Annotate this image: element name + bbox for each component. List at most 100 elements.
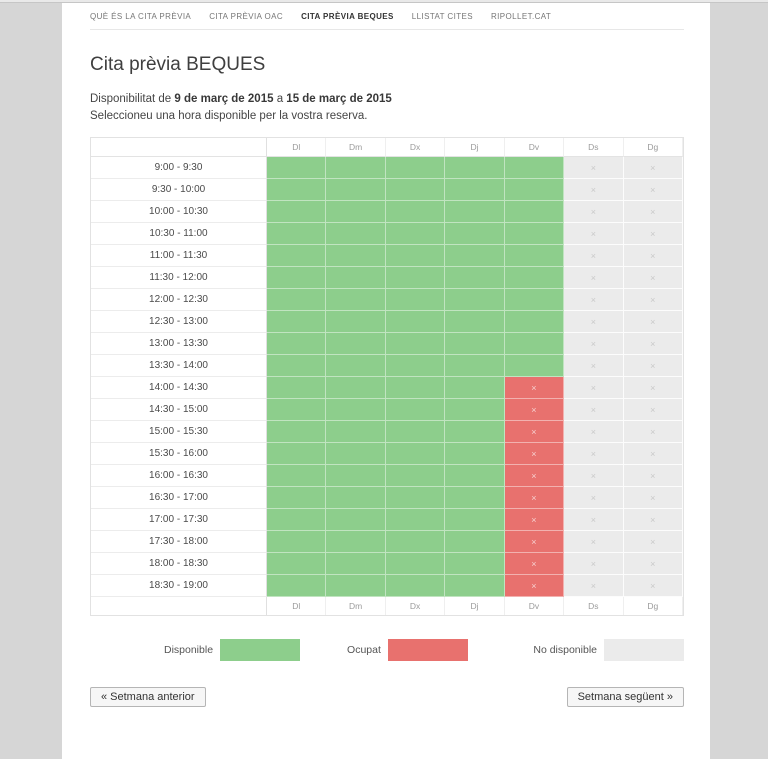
slot-cell-available[interactable] [326, 245, 386, 267]
slot-cell-available[interactable] [385, 179, 446, 201]
slot-cell-available[interactable] [326, 421, 386, 443]
slot-cell-available[interactable] [326, 377, 386, 399]
slot-cell-available[interactable] [385, 377, 446, 399]
slot-cell-available[interactable] [504, 157, 565, 179]
slot-cell-available[interactable] [445, 443, 505, 465]
slot-cell-available[interactable] [385, 575, 446, 597]
slot-cell-available[interactable] [267, 223, 327, 245]
slot-cell-available[interactable] [445, 421, 505, 443]
slot-cell-available[interactable] [504, 245, 565, 267]
slot-cell-available[interactable] [267, 355, 327, 377]
slot-cell-available[interactable] [385, 487, 446, 509]
slot-cell-available[interactable] [445, 333, 505, 355]
slot-cell-available[interactable] [385, 465, 446, 487]
slot-cell-available[interactable] [385, 333, 446, 355]
slot-cell-available[interactable] [445, 245, 505, 267]
slot-cell-available[interactable] [326, 311, 386, 333]
slot-cell-available[interactable] [267, 289, 327, 311]
previous-week-button[interactable]: « Setmana anterior [90, 687, 206, 707]
slot-cell-available[interactable] [326, 443, 386, 465]
slot-cell-available[interactable] [385, 443, 446, 465]
slot-cell-available[interactable] [445, 311, 505, 333]
slot-cell-available[interactable] [504, 267, 565, 289]
slot-cell-available[interactable] [326, 223, 386, 245]
slot-cell-available[interactable] [504, 201, 565, 223]
slot-cell-unavailable: × [623, 575, 683, 597]
slot-cell-available[interactable] [385, 553, 446, 575]
slot-cell-available[interactable] [385, 157, 446, 179]
slot-cell-available[interactable] [267, 267, 327, 289]
slot-cell-available[interactable] [267, 487, 327, 509]
slot-cell-available[interactable] [267, 179, 327, 201]
slot-cell-available[interactable] [267, 311, 327, 333]
slot-cell-available[interactable] [385, 289, 446, 311]
slot-cell-available[interactable] [326, 201, 386, 223]
slot-cell-available[interactable] [445, 201, 505, 223]
slot-cell-available[interactable] [267, 575, 327, 597]
slot-cell-available[interactable] [504, 355, 565, 377]
slot-cell-available[interactable] [385, 399, 446, 421]
slot-cell-available[interactable] [445, 553, 505, 575]
slot-cell-available[interactable] [445, 289, 505, 311]
slot-cell-available[interactable] [445, 223, 505, 245]
slot-cell-available[interactable] [267, 443, 327, 465]
slot-cell-available[interactable] [385, 311, 446, 333]
slot-cell-available[interactable] [267, 377, 327, 399]
slot-cell-available[interactable] [267, 157, 327, 179]
slot-cell-available[interactable] [267, 333, 327, 355]
slot-cell-available[interactable] [267, 245, 327, 267]
slot-cell-available[interactable] [385, 267, 446, 289]
slot-cell-available[interactable] [504, 179, 565, 201]
slot-cell-available[interactable] [326, 333, 386, 355]
slot-cell-available[interactable] [267, 531, 327, 553]
slot-cell-available[interactable] [445, 179, 505, 201]
slot-cell-available[interactable] [385, 355, 446, 377]
next-week-button[interactable]: Setmana següent » [566, 687, 684, 707]
slot-cell-available[interactable] [267, 421, 327, 443]
slot-cell-available[interactable] [326, 531, 386, 553]
slot-cell-available[interactable] [504, 333, 565, 355]
slot-cell-available[interactable] [326, 509, 386, 531]
slot-cell-available[interactable] [326, 553, 386, 575]
slot-cell-available[interactable] [326, 157, 386, 179]
slot-cell-available[interactable] [445, 377, 505, 399]
slot-cell-available[interactable] [326, 289, 386, 311]
slot-cell-available[interactable] [326, 267, 386, 289]
slot-cell-available[interactable] [445, 531, 505, 553]
slot-cell-available[interactable] [504, 311, 565, 333]
slot-cell-available[interactable] [385, 421, 446, 443]
slot-cell-available[interactable] [445, 355, 505, 377]
slot-cell-available[interactable] [267, 553, 327, 575]
slot-cell-available[interactable] [326, 179, 386, 201]
slot-cell-available[interactable] [385, 245, 446, 267]
slot-cell-available[interactable] [267, 201, 327, 223]
slot-cell-available[interactable] [445, 487, 505, 509]
slot-cell-available[interactable] [385, 201, 446, 223]
slot-cell-available[interactable] [445, 267, 505, 289]
nav-item-3[interactable]: LLISTAT CITES [411, 12, 473, 21]
nav-item-1[interactable]: CITA PRÈVIA OAC [209, 12, 284, 21]
slot-cell-available[interactable] [326, 355, 386, 377]
slot-cell-available[interactable] [504, 223, 565, 245]
slot-cell-available[interactable] [385, 531, 446, 553]
slot-cell-available[interactable] [445, 575, 505, 597]
slot-cell-available[interactable] [385, 223, 446, 245]
nav-item-2[interactable]: CITA PRÈVIA BEQUES [301, 12, 394, 21]
slot-cell-available[interactable] [445, 509, 505, 531]
table-row: 16:00 - 16:30 × × × [91, 465, 683, 487]
slot-cell-available[interactable] [326, 487, 386, 509]
slot-cell-available[interactable] [445, 465, 505, 487]
slot-cell-available[interactable] [267, 509, 327, 531]
slot-cell-available[interactable] [326, 399, 386, 421]
slot-cell-available[interactable] [267, 399, 327, 421]
nav-item-0[interactable]: QUÈ ÉS LA CITA PRÈVIA [90, 12, 192, 21]
slot-cell-available[interactable] [504, 289, 565, 311]
slot-cell-available[interactable] [385, 509, 446, 531]
slot-cell-available[interactable] [326, 575, 386, 597]
slot-cell-available[interactable] [326, 465, 386, 487]
slot-cell-unavailable: × [623, 531, 683, 553]
slot-cell-available[interactable] [445, 157, 505, 179]
slot-cell-available[interactable] [267, 465, 327, 487]
nav-item-4[interactable]: RIPOLLET.CAT [490, 12, 552, 21]
slot-cell-available[interactable] [445, 399, 505, 421]
